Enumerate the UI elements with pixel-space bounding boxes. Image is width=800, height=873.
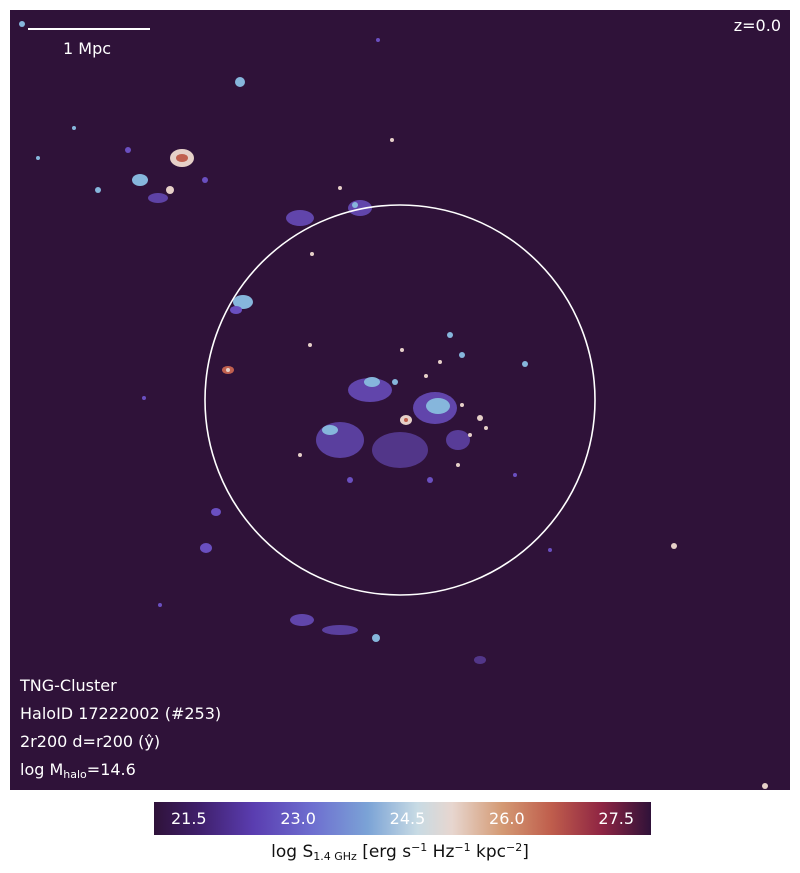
colorbar-label-units: Hz [427,842,455,862]
halo-mass-value: =14.6 [86,760,136,779]
colorbar-label-exponent: −1 [411,841,428,854]
colorbar-label-exponent: −2 [506,841,523,854]
halo-mass: log Mhalo=14.6 [20,760,136,780]
colorbar-tick: 21.5 [170,809,207,828]
halo-mass-prefix: log M [20,760,64,779]
colorbar-label: log S1.4 GHz [erg s−1 Hz−1 kpc−2] [0,842,800,862]
colorbar-label-quantity: log S [271,842,314,862]
emission-clumps [19,21,768,789]
r200-circle [204,204,596,596]
redshift-label: z=0.0 [733,16,781,35]
colorbar-label-subscript: 1.4 GHz [313,850,357,863]
colorbar-label-units: kpc [470,842,507,862]
halo-mass-subscript: halo [63,768,87,781]
scale-bar [28,28,150,30]
projection-info: 2r200 d=r200 (ŷ) [20,732,161,751]
colorbar-tick: 23.0 [280,809,316,828]
scale-bar-label: 1 Mpc [63,39,112,58]
colorbar-label-exponent: −1 [454,841,471,854]
radio-emission-map: 1 Mpc z=0.0 TNG-Cluster HaloID 17222002 … [10,10,790,790]
colorbar-tick: 26.0 [489,809,525,828]
halo-id: HaloID 17222002 (#253) [20,704,222,723]
colorbar: 21.5 23.0 24.5 26.0 27.5 [154,802,651,835]
simulation-name: TNG-Cluster [20,676,117,695]
emission-overlay [19,21,768,789]
colorbar-label-units: ] [522,842,529,862]
colorbar-label-units: [erg s [356,842,412,862]
colorbar-tick: 24.5 [389,809,426,828]
colorbar-tick: 27.5 [598,809,635,828]
